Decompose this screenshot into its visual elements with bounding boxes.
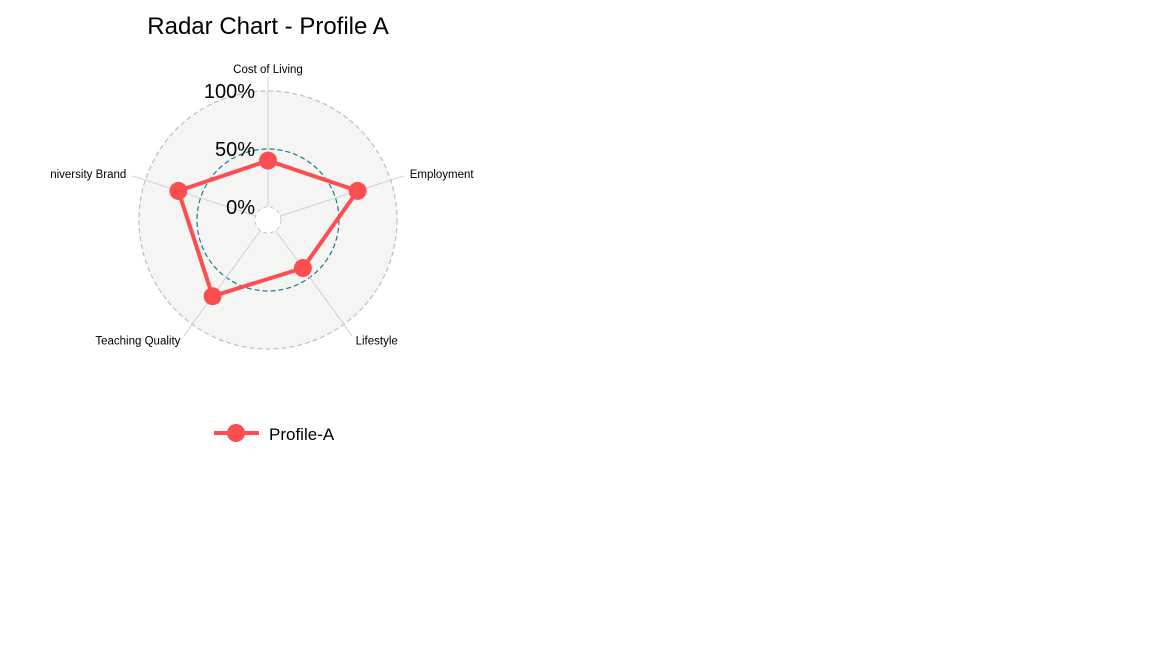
axis-line — [275, 230, 353, 336]
axis-label: Teaching Quality — [95, 336, 180, 348]
axis-line — [131, 175, 256, 217]
grid-labels: 0% 50% 100% — [204, 81, 255, 219]
data-point — [259, 151, 277, 170]
axis-lines — [131, 77, 405, 336]
axis-label: Cost of Living — [233, 64, 303, 76]
axis-label: University Brand — [42, 169, 126, 181]
inner-grid-circle — [254, 206, 282, 234]
axis-labels: Cost of Living Employment Lifestyle Teachin… — [42, 64, 475, 348]
axis-label: Lifestyle — [356, 336, 398, 348]
grid-label: 100% — [204, 81, 255, 103]
data-point — [293, 259, 312, 278]
outer-grid-circle — [138, 90, 398, 350]
data-point — [348, 181, 367, 200]
series-line-profile-a — [176, 158, 360, 299]
data-point — [203, 287, 222, 306]
legend: Profile-A — [214, 424, 335, 444]
axis-line — [280, 175, 405, 217]
grid-label: 50% — [215, 139, 255, 161]
radar-plot-area: 0% 50% 100% Cost of Living Employment Lifest… — [42, 64, 475, 350]
axis-line — [183, 230, 261, 336]
series-points — [169, 151, 367, 306]
chart-title: Radar Chart - Profile A — [147, 13, 388, 40]
legend-label-profile-a: Profile-A — [269, 425, 335, 444]
data-point — [169, 181, 188, 200]
grid-label: 0% — [226, 197, 255, 219]
axis-label: Employment — [410, 169, 475, 181]
legend-point-marker — [227, 424, 245, 442]
